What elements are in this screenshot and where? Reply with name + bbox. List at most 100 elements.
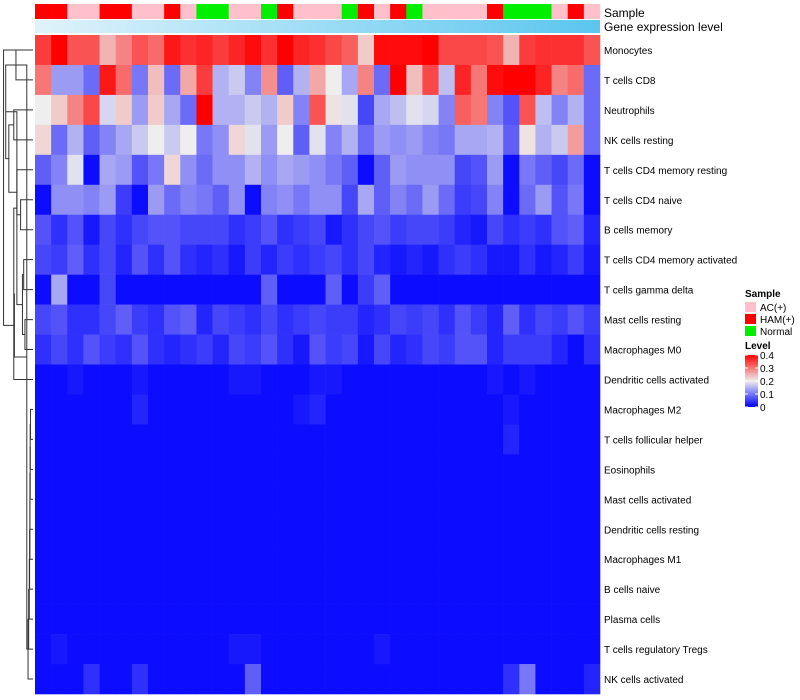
heatmap-cell [131,94,149,126]
row-label: Eosinophils [604,465,655,476]
heatmap-cell [35,35,52,66]
heatmap-cell [454,94,472,126]
heatmap-cell [115,454,133,485]
heatmap-cell [309,634,326,665]
heatmap-cell [583,664,601,695]
heatmap-cell [470,304,488,335]
heatmap-cell [357,454,375,485]
heatmap-cell [422,364,439,395]
row-label: Monocytes [604,46,652,57]
heatmap-cell [228,334,246,365]
row-label: Plasma cells [604,615,660,626]
heatmap-cell [67,304,84,335]
heatmap-cell [519,664,536,695]
heatmap-cell [567,484,585,515]
heatmap-cell [180,514,197,545]
heatmap-cell [51,124,68,156]
heatmap-cell [164,244,181,275]
heatmap-cell [309,184,326,216]
heatmap-cell [67,394,84,425]
heatmap-cell [212,214,230,245]
heatmap-cell [487,454,504,485]
sample-cell [487,4,504,19]
row-labels: Monocytes T cells CD8 Neutrophils NK cells … [604,46,737,686]
sample-cell [390,4,407,19]
heatmap-cell [244,664,262,695]
heatmap-cell [131,454,149,485]
heatmap-cell [196,274,213,305]
heatmap-cell [35,244,52,275]
heatmap-cell [422,274,439,305]
heatmap-cell [583,424,601,455]
sample-legend-title: Sample [745,289,781,300]
heatmap-cell [35,94,52,126]
heatmap-cell [35,484,52,515]
heatmap-cell [196,184,213,216]
heatmap-cell [357,334,375,365]
heatmap-cell [341,334,359,365]
heatmap-cell [228,214,246,245]
heatmap-cell [309,664,326,695]
heatmap-cell [196,304,213,335]
heatmap-cell [567,184,585,216]
heatmap-cell [309,604,326,635]
row-label: Neutrophils [604,106,655,117]
heatmap-cell [325,544,343,575]
heatmap-cell [503,334,520,365]
heatmap-cell [293,634,310,665]
heatmap-cell [148,424,165,455]
heatmap-cell [212,304,230,335]
dendrogram-branch [29,472,33,530]
heatmap-cell [551,574,569,605]
heatmap-cell [341,394,359,425]
heatmap-cell [503,514,520,545]
heatmap-cell [131,364,149,395]
heatmap-cell [293,184,310,216]
sample-cell [551,4,569,19]
row-label: B cells naive [604,585,661,596]
heatmap-cell [503,214,520,245]
heatmap-cell [164,364,181,395]
row-label: Macrophages M0 [604,346,682,357]
heatmap-cell [567,64,585,96]
heatmap-cell [212,94,230,126]
heatmap-cell [535,244,552,275]
heatmap-cell [293,664,310,695]
heatmap-cell [131,64,149,96]
heatmap-cell [374,214,391,245]
heatmap-cell [422,35,439,66]
heatmap-cell [228,364,246,395]
heatmap-cell [131,244,149,275]
heatmap-cell [535,574,552,605]
row-label: NK cells activated [604,675,683,686]
level-colorbar [745,355,758,407]
heatmap-cell [406,634,423,665]
heatmap-cell [115,244,133,275]
heatmap-cell [293,35,310,66]
heatmap-cell [519,94,536,126]
heatmap-cell [503,424,520,455]
heatmap-cell [148,454,165,485]
heatmap-cell [115,124,133,156]
heatmap-cell [115,484,133,515]
heatmap-cell [551,484,569,515]
sample-cell [374,4,391,19]
heatmap-cell [148,334,165,365]
heatmap-cell [277,664,294,695]
heatmap-cell [438,274,456,305]
heatmap-cell [244,274,262,305]
heatmap-cell [357,394,375,425]
heatmap-cell [131,604,149,635]
heatmap-cell [470,94,488,126]
heatmap-cell [519,634,536,665]
heatmap-cell [115,64,133,96]
heatmap-cell [487,184,504,216]
heatmap-cell [470,124,488,156]
heatmap-cell [438,244,456,275]
heatmap-cell [244,94,262,126]
heatmap-cell [51,394,68,425]
heatmap-cell [390,184,407,216]
heatmap-cell [35,574,52,605]
heatmap-cell [374,184,391,216]
heatmap-cell [228,274,246,305]
